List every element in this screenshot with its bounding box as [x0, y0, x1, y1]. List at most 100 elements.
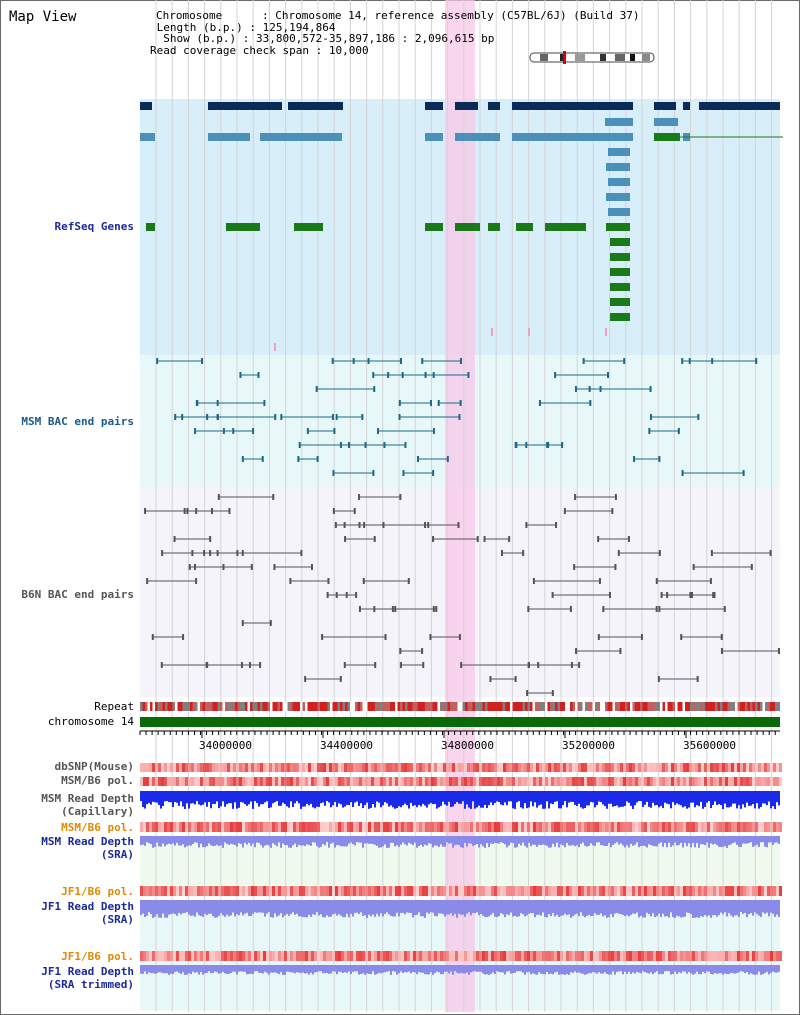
polymorphism-cell	[701, 763, 704, 772]
polymorphism-cell	[341, 886, 344, 896]
gene-feature	[605, 118, 633, 126]
depth-bar	[760, 791, 762, 807]
depth-bar	[208, 836, 210, 844]
depth-bar	[234, 836, 236, 845]
polymorphism-cell	[230, 763, 233, 772]
polymorphism-cell	[761, 886, 764, 896]
depth-bar	[362, 791, 364, 808]
polymorphism-cell	[416, 951, 419, 961]
repeat-element	[412, 702, 415, 711]
repeat-element	[282, 702, 285, 711]
depth-bar	[182, 791, 184, 807]
polymorphism-cell	[611, 886, 614, 896]
depth-bar	[536, 791, 538, 808]
depth-bar	[576, 791, 578, 806]
depth-bar	[198, 900, 200, 916]
depth-bar	[570, 836, 572, 846]
depth-bar	[412, 836, 414, 846]
polymorphism-cell	[326, 886, 329, 896]
polymorphism-cell	[314, 777, 317, 786]
depth-bar	[674, 791, 676, 805]
polymorphism-cell	[320, 822, 323, 832]
polymorphism-cell	[530, 886, 533, 896]
repeat-element	[517, 702, 520, 711]
polymorphism-cell	[416, 777, 419, 786]
depth-bar	[140, 836, 142, 846]
polymorphism-cell	[458, 777, 461, 786]
polymorphism-cell	[263, 777, 266, 786]
repeat-element	[667, 702, 670, 711]
repeat-element	[395, 702, 398, 711]
depth-bar	[488, 791, 490, 806]
depth-bar	[358, 791, 360, 806]
depth-bar	[694, 791, 696, 808]
repeat-element	[425, 702, 428, 711]
depth-bar	[678, 836, 680, 846]
polymorphism-cell	[767, 886, 770, 896]
depth-bar	[250, 965, 252, 974]
depth-bar	[724, 791, 726, 804]
depth-bar	[504, 900, 506, 918]
polymorphism-cell	[212, 822, 215, 832]
polymorphism-cell	[173, 822, 176, 832]
polymorphism-cell	[749, 763, 752, 772]
depth-bar	[640, 836, 642, 847]
depth-bar	[224, 791, 226, 807]
polymorphism-cell	[515, 886, 518, 896]
polymorphism-cell	[476, 763, 479, 772]
depth-bar	[346, 900, 348, 914]
polymorphism-cell	[470, 951, 473, 961]
depth-bar	[494, 836, 496, 843]
track-label-msm-b6-pol-2: MSM/B6 pol.	[61, 821, 134, 834]
repeat-element	[215, 702, 218, 711]
polymorphism-cell	[650, 763, 653, 772]
polymorphism-cell	[161, 822, 164, 832]
depth-bar	[326, 965, 328, 973]
depth-bar	[338, 900, 340, 915]
depth-bar	[738, 965, 740, 973]
polymorphism-cell	[437, 886, 440, 896]
depth-bar	[434, 900, 436, 917]
depth-bar	[148, 965, 150, 973]
depth-bar	[354, 791, 356, 803]
polymorphism-cell	[467, 822, 470, 832]
polymorphism-cell	[140, 886, 143, 896]
depth-bar	[666, 836, 668, 848]
depth-bar	[346, 965, 348, 973]
depth-bar	[630, 836, 632, 844]
depth-bar	[312, 791, 314, 808]
repeat-element	[607, 702, 610, 711]
polymorphism-cell	[770, 822, 773, 832]
polymorphism-cell	[389, 822, 392, 832]
polymorphism-cell	[383, 777, 386, 786]
depth-bar	[386, 791, 388, 804]
polymorphism-cell	[584, 822, 587, 832]
track-label-msm-bac[interactable]: MSM BAC end pairs	[21, 415, 134, 428]
depth-bar	[384, 900, 386, 915]
polymorphism-cell	[152, 763, 155, 772]
bac-end	[241, 550, 244, 556]
polymorphism-cell	[725, 763, 728, 772]
depth-bar	[410, 900, 412, 913]
depth-bar	[240, 900, 242, 913]
depth-bar	[214, 791, 216, 805]
polymorphism-cell	[713, 886, 716, 896]
polymorphism-cell	[596, 763, 599, 772]
polymorphism-cell	[539, 951, 542, 961]
polymorphism-cell	[710, 822, 713, 832]
track-label-refseq[interactable]: RefSeq Genes	[54, 220, 134, 233]
depth-bar	[550, 900, 552, 917]
polymorphism-cell	[674, 951, 677, 961]
polymorphism-cell	[725, 886, 728, 896]
depth-bar	[314, 836, 316, 843]
repeat-element	[180, 702, 183, 711]
depth-bar	[464, 836, 466, 843]
track-label-b6n-bac[interactable]: B6N BAC end pairs	[21, 588, 134, 601]
repeat-element	[722, 702, 725, 711]
depth-bar	[668, 836, 670, 843]
depth-bar	[396, 791, 398, 809]
polymorphism-cell	[176, 886, 179, 896]
depth-bar	[426, 965, 428, 975]
polymorphism-cell	[587, 951, 590, 961]
